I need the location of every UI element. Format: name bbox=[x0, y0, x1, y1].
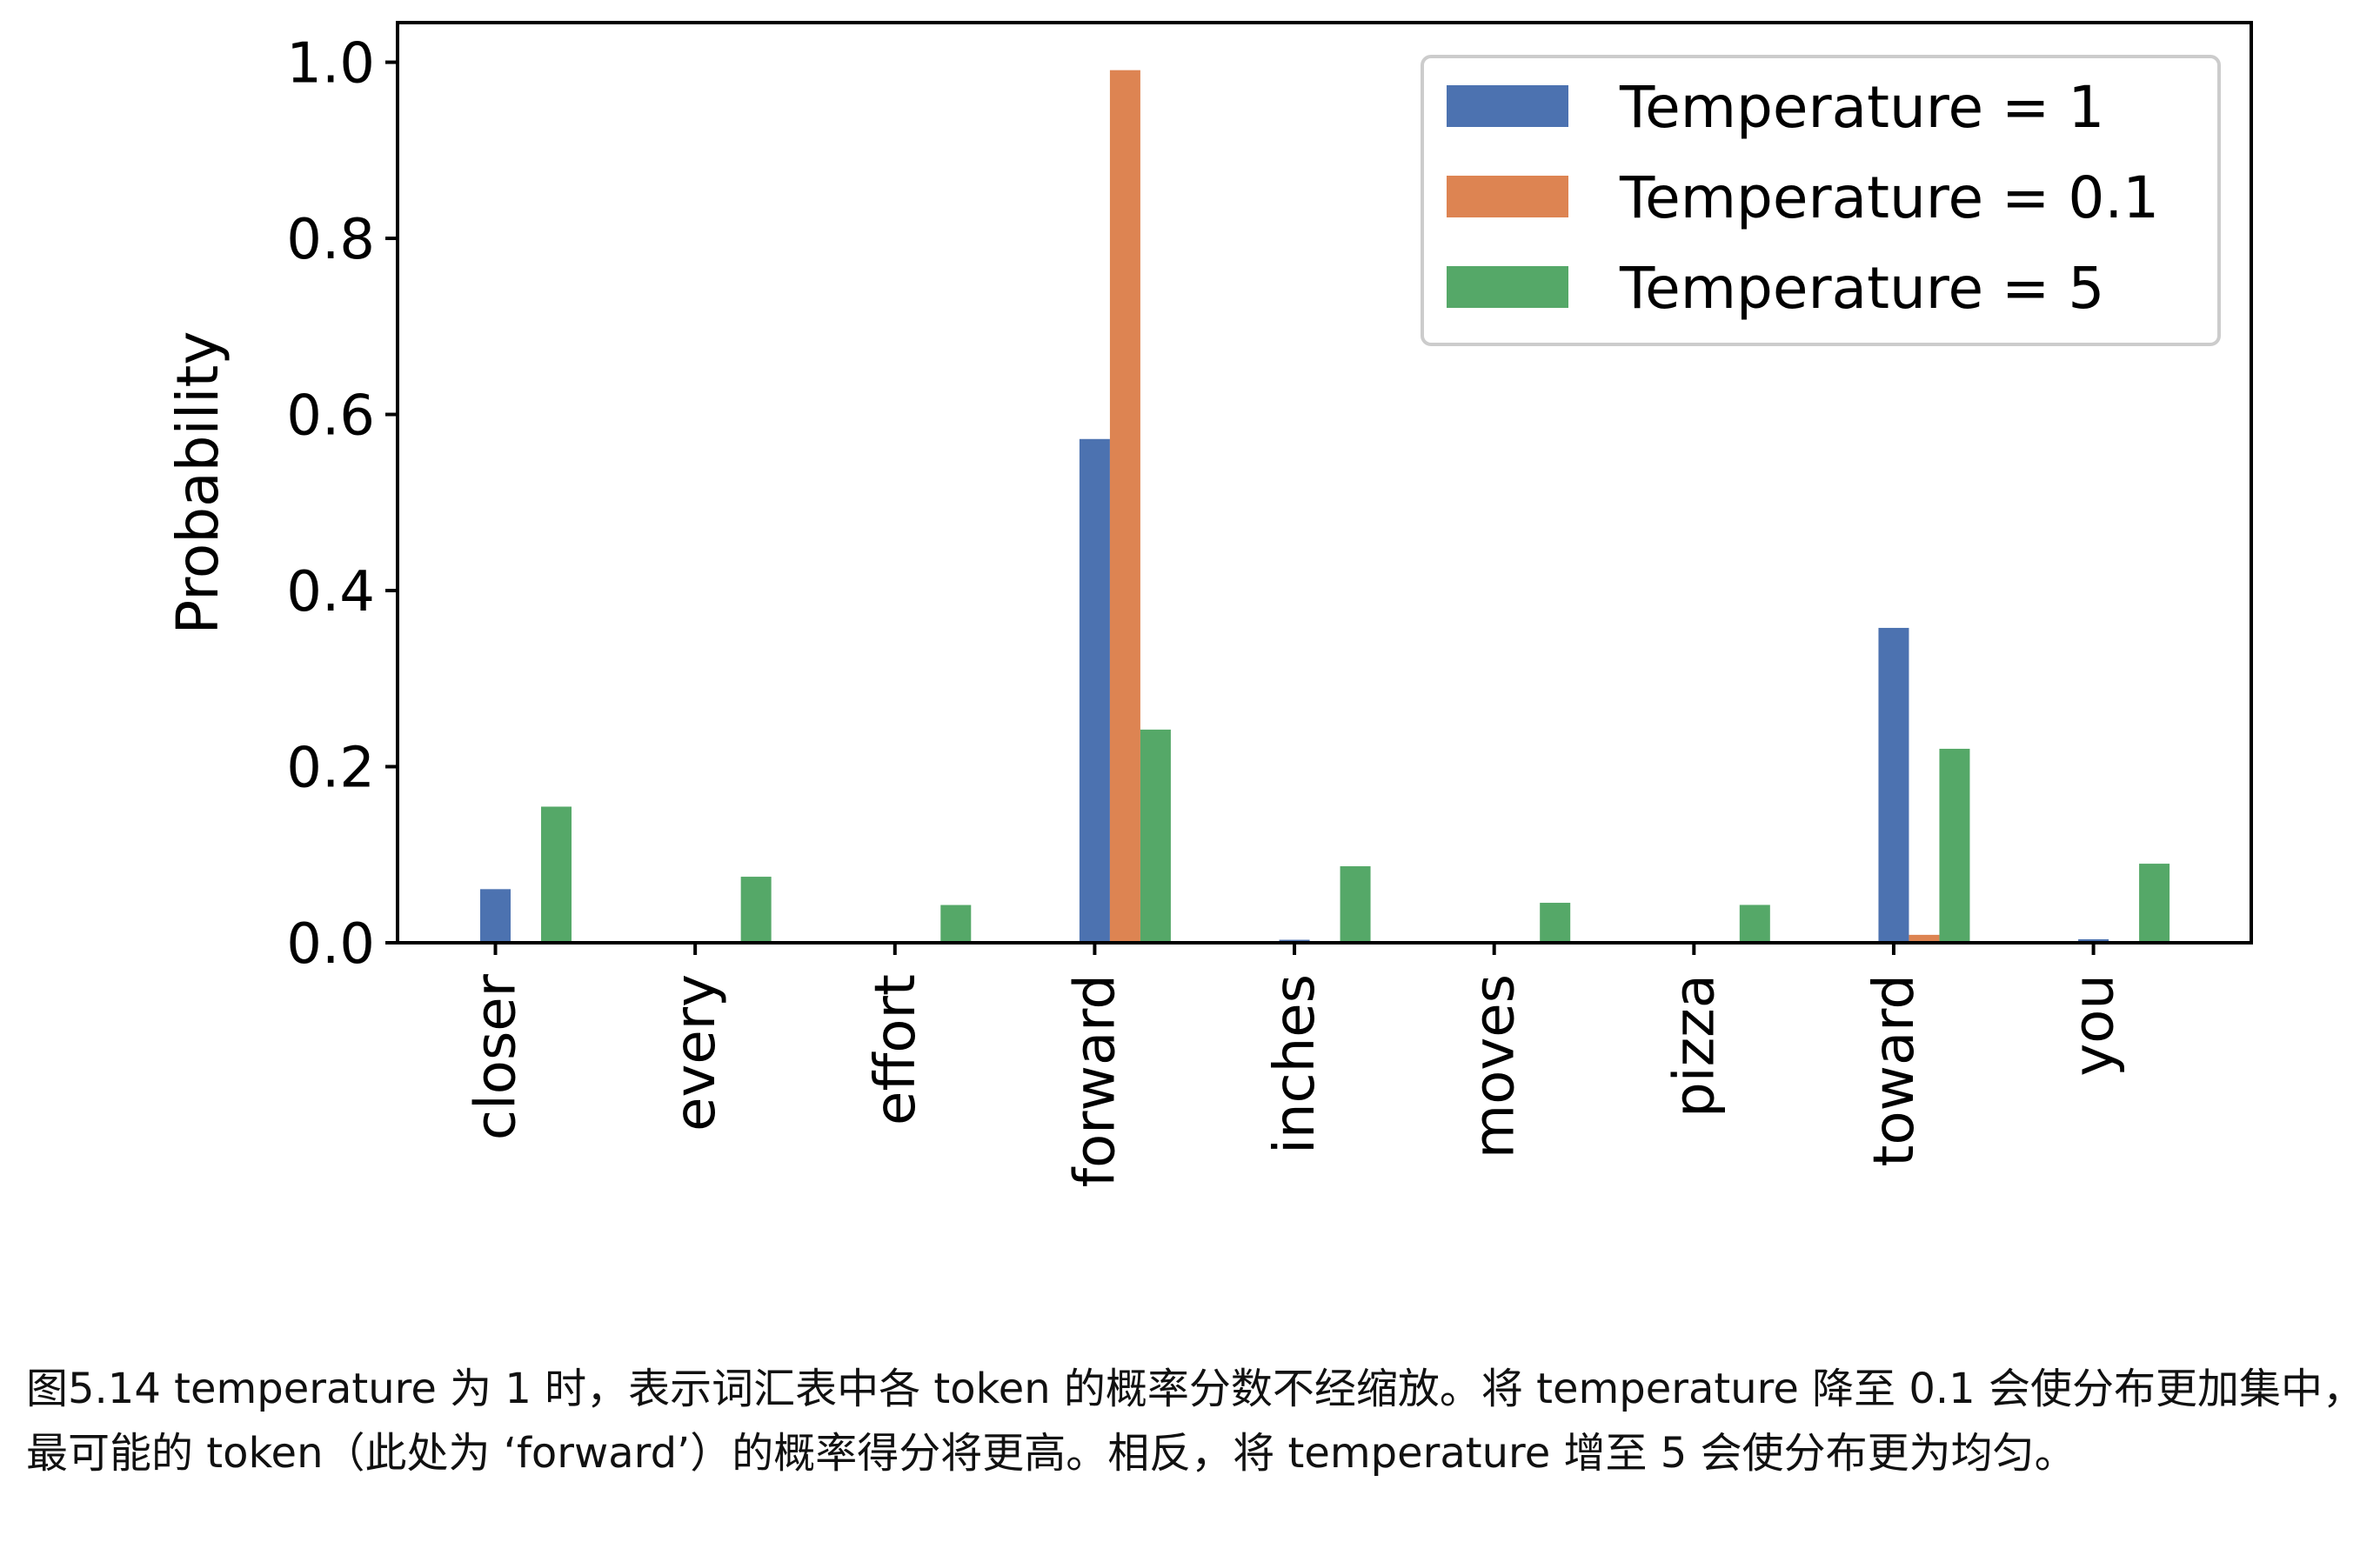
bar-you-series-2 bbox=[2139, 864, 2170, 943]
y-axis: 0.0 0.2 0.4 0.6 0.8 1.0 bbox=[286, 32, 398, 977]
legend-swatch-0 bbox=[1447, 85, 1568, 127]
x-tick-label-you: you bbox=[2062, 974, 2127, 1077]
x-tick-label-toward: toward bbox=[1862, 974, 1927, 1167]
bars-group bbox=[480, 70, 2170, 944]
x-tick-label-every: every bbox=[664, 974, 728, 1131]
y-axis-label: Probability bbox=[164, 331, 231, 635]
x-tick-label-forward: forward bbox=[1063, 974, 1127, 1187]
bar-inches-series-2 bbox=[1340, 866, 1371, 943]
bar-moves-series-2 bbox=[1540, 903, 1571, 943]
x-tick-label-moves: moves bbox=[1463, 974, 1528, 1158]
y-tick-label: 0.8 bbox=[286, 208, 375, 272]
bar-toward-series-0 bbox=[1878, 627, 1909, 943]
figure-caption: 图5.14 temperature 为 1 时，表示词汇表中各 token 的概… bbox=[26, 1365, 2364, 1478]
bar-forward-series-1 bbox=[1109, 70, 1140, 944]
y-tick-label: 0.2 bbox=[286, 737, 375, 801]
legend-swatch-1 bbox=[1447, 176, 1568, 217]
legend: Temperature = 1 Temperature = 0.1 Temperat… bbox=[1421, 55, 2221, 346]
bar-effort-series-2 bbox=[940, 904, 972, 943]
bar-closer-series-0 bbox=[480, 889, 511, 943]
y-tick-label: 0.4 bbox=[286, 560, 375, 624]
x-tick-label-effort: effort bbox=[864, 974, 928, 1125]
y-tick-label: 1.0 bbox=[286, 32, 375, 97]
bar-toward-series-1 bbox=[1909, 934, 1940, 943]
x-axis: closer every effort forward inches moves pizza… bbox=[465, 943, 2127, 1187]
x-tick-label-pizza: pizza bbox=[1662, 974, 1727, 1118]
legend-box bbox=[1421, 55, 2221, 346]
bar-forward-series-0 bbox=[1079, 438, 1110, 943]
legend-swatch-2 bbox=[1447, 266, 1568, 308]
legend-label-0: Temperature = 1 bbox=[1619, 74, 2104, 141]
bar-pizza-series-2 bbox=[1739, 904, 1770, 943]
x-tick-label-closer: closer bbox=[465, 973, 529, 1140]
bar-toward-series-2 bbox=[1939, 748, 1970, 943]
bar-forward-series-2 bbox=[1140, 729, 1171, 943]
bar-you-series-0 bbox=[2078, 938, 2109, 943]
y-tick-label: 0.0 bbox=[286, 912, 375, 977]
axes-frame bbox=[396, 21, 2253, 945]
legend-label-1: Temperature = 0.1 bbox=[1619, 164, 2159, 231]
legend-label-2: Temperature = 5 bbox=[1619, 255, 2104, 322]
bar-every-series-2 bbox=[740, 877, 772, 943]
bar-closer-series-2 bbox=[541, 806, 572, 943]
y-tick-label: 0.6 bbox=[286, 384, 375, 449]
x-tick-label-inches: inches bbox=[1263, 974, 1327, 1154]
